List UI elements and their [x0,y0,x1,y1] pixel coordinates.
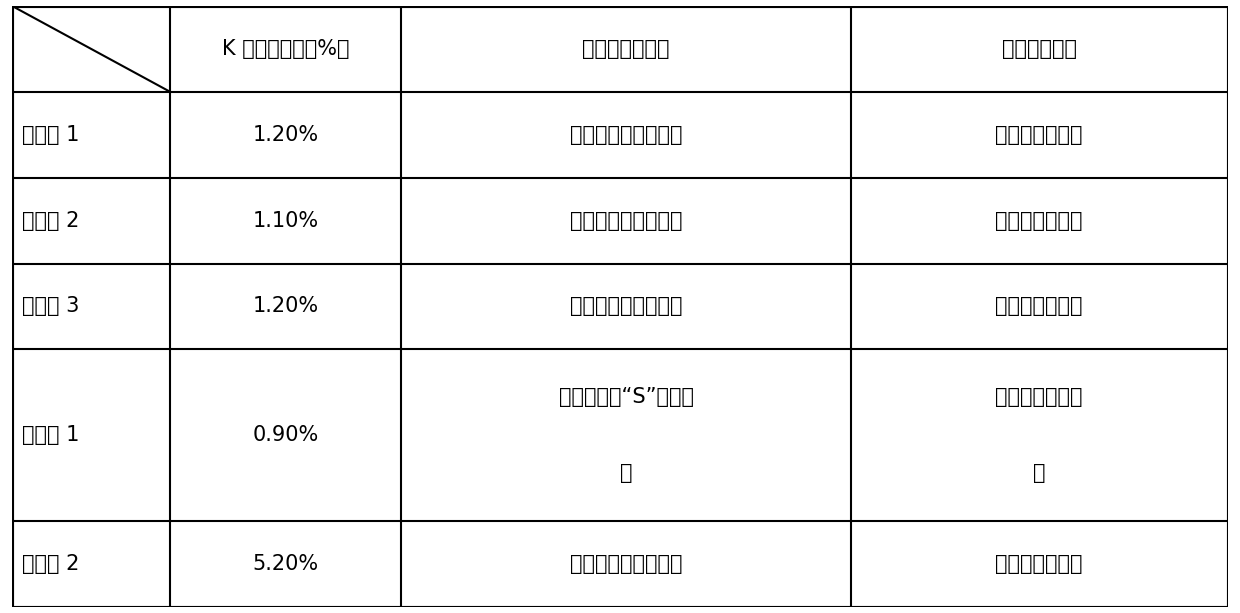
Text: 1.20%: 1.20% [253,297,319,316]
Text: 对比例 1: 对比例 1 [22,425,79,445]
Text: 表面平整，硬度良好: 表面平整，硬度良好 [570,554,682,574]
Text: 电芯表面呈“S”形，偏: 电芯表面呈“S”形，偏 [558,387,693,408]
Text: 1.20%: 1.20% [253,125,319,145]
Text: 无黑斑，无析锂: 无黑斑，无析锂 [996,211,1083,230]
Text: 表面平整，硬度良好: 表面平整，硬度良好 [570,125,682,145]
Text: 有黑斑，局部析: 有黑斑，局部析 [996,387,1083,408]
Text: 表面平整，硬度良好: 表面平整，硬度良好 [570,211,682,230]
Text: 5.20%: 5.20% [253,554,319,574]
Text: 锂: 锂 [1033,463,1045,483]
Text: 无黑斑，无析锂: 无黑斑，无析锂 [996,297,1083,316]
Text: 表面平整，硬度良好: 表面平整，硬度良好 [570,297,682,316]
Text: K 値不良比例（%）: K 値不良比例（%） [222,39,350,59]
Text: 0.90%: 0.90% [253,425,319,445]
Text: 无黑斑，无析锂: 无黑斑，无析锂 [996,554,1083,574]
Text: 实施例 1: 实施例 1 [22,125,79,145]
Text: 无黑斑，无析锂: 无黑斑，无析锂 [996,125,1083,145]
Text: 实施例 3: 实施例 3 [22,297,79,316]
Text: 界面拆解情况: 界面拆解情况 [1002,39,1076,59]
Text: 实施例 2: 实施例 2 [22,211,79,230]
Text: 1.10%: 1.10% [253,211,319,230]
Text: 软: 软 [620,463,632,483]
Text: 对比例 2: 对比例 2 [22,554,79,574]
Text: 电芯外观及硬度: 电芯外观及硬度 [583,39,670,59]
